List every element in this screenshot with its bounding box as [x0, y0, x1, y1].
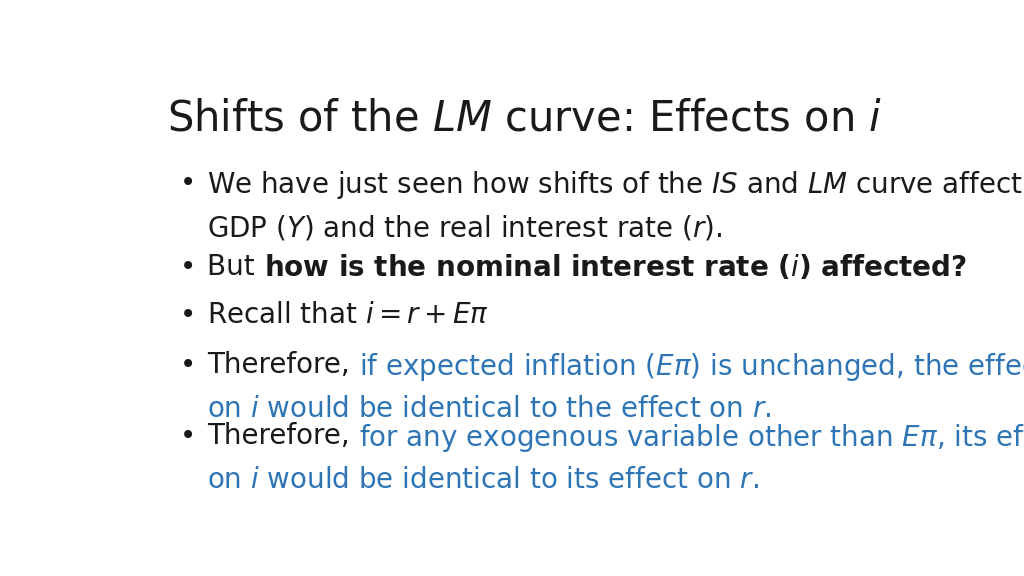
Text: how is the nominal interest rate ($\mathit{i}$) affected?: how is the nominal interest rate ($\math…	[264, 253, 967, 282]
Text: We have just seen how shifts of the $\mathit{IS}$ and $\mathit{LM}$ curve affect: We have just seen how shifts of the $\ma…	[207, 169, 1024, 201]
Text: Therefore,: Therefore,	[207, 351, 359, 379]
Text: Shifts of the $\mathit{LM}$ curve: Effects on $\mathit{i}$: Shifts of the $\mathit{LM}$ curve: Effec…	[167, 98, 883, 140]
Text: •: •	[179, 253, 196, 281]
Text: But: But	[207, 253, 264, 281]
Text: Therefore,: Therefore,	[207, 422, 359, 450]
Text: •: •	[179, 351, 196, 379]
Text: for any exogenous variable other than $\mathit{E\pi}$, its effect: for any exogenous variable other than $\…	[359, 422, 1024, 454]
Text: on $\mathit{i}$ would be identical to its effect on $\mathit{r}$.: on $\mathit{i}$ would be identical to it…	[207, 466, 760, 494]
Text: GDP ($\mathit{Y}$) and the real interest rate ($\mathit{r}$).: GDP ($\mathit{Y}$) and the real interest…	[207, 213, 723, 242]
Text: •: •	[179, 301, 196, 329]
Text: •: •	[179, 422, 196, 450]
Text: on $\mathit{i}$ would be identical to the effect on $\mathit{r}$.: on $\mathit{i}$ would be identical to th…	[207, 395, 772, 423]
Text: if expected inflation ($\mathit{E\pi}$) is unchanged, the effect: if expected inflation ($\mathit{E\pi}$) …	[359, 351, 1024, 383]
Text: Recall that $\mathit{i} = \mathit{r} + \mathit{E\pi}$: Recall that $\mathit{i} = \mathit{r} + \…	[207, 301, 489, 329]
Text: •: •	[179, 169, 196, 197]
